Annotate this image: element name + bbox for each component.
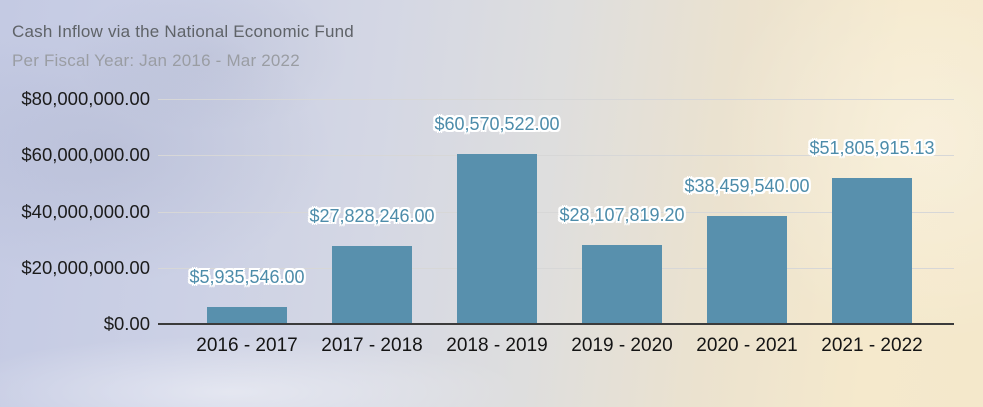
bar-value-label: $38,459,540.00	[684, 175, 810, 196]
y-axis-tick-label: $40,000,000.00	[21, 200, 150, 222]
x-axis-category-label: 2021 - 2022	[821, 335, 923, 356]
x-axis-category-label: 2018 - 2019	[446, 335, 548, 356]
x-axis-category-label: 2016 - 2017	[196, 335, 298, 356]
x-axis-category-label: 2017 - 2018	[321, 335, 423, 356]
gridline	[158, 267, 954, 269]
x-axis-category-label: 2020 - 2021	[696, 335, 798, 356]
y-axis-tick-label: $20,000,000.00	[21, 256, 150, 278]
bar-2019-2020[interactable]	[582, 244, 662, 324]
chart-subtitle: Per Fiscal Year: Jan 2016 - Mar 2022	[12, 51, 300, 70]
bar-value-label: $27,828,246.00	[309, 205, 435, 226]
bar-value-label: $5,935,546.00	[189, 267, 305, 288]
bar-2021-2022[interactable]	[832, 178, 912, 324]
y-axis-tick-label: $60,000,000.00	[21, 144, 150, 166]
gridline	[158, 155, 954, 157]
gridline	[158, 99, 954, 100]
bar-value-label: $51,805,915.13	[809, 138, 935, 159]
bar-2016-2017[interactable]	[207, 307, 287, 324]
gridline	[158, 211, 954, 213]
x-axis-line	[158, 323, 954, 325]
bar-value-label: $60,570,522.00	[434, 113, 560, 134]
bar-2020-2021[interactable]	[707, 215, 787, 324]
bar-value-label: $28,107,819.20	[559, 204, 685, 225]
chart-title: Cash Inflow via the National Economic Fu…	[12, 22, 354, 41]
bar-2017-2018[interactable]	[332, 245, 412, 324]
y-axis-tick-label: $0.00	[103, 313, 150, 334]
y-axis-tick-label: $80,000,000.00	[21, 88, 150, 109]
bar-2018-2019[interactable]	[457, 153, 537, 324]
x-axis-category-label: 2019 - 2020	[571, 335, 673, 356]
